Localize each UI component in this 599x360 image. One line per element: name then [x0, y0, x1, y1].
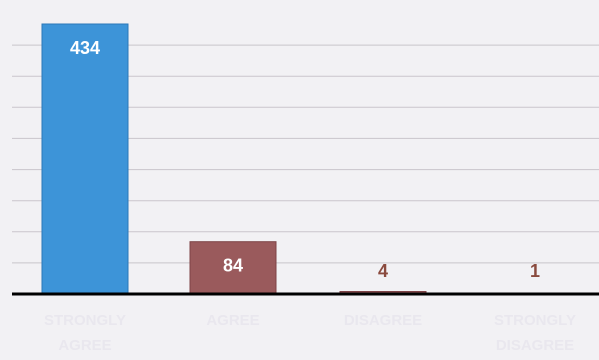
category-label-line: DISAGREE: [344, 312, 422, 329]
category-labels: STRONGLY AGREE AGREE DISAGREE STRONGLY DISAGR…: [44, 312, 576, 354]
category-label-line: DISAGREE: [496, 337, 574, 354]
category-label: STRONGLY AGREE: [44, 312, 126, 354]
category-label-line: STRONGLY: [494, 312, 576, 329]
category-label-line: AGREE: [206, 312, 259, 329]
bar: [189, 241, 277, 295]
category-label-line: STRONGLY: [44, 312, 126, 329]
data-label: 4: [378, 261, 388, 281]
value-labels: 434 84 4 1: [70, 38, 540, 281]
data-label: 1: [530, 261, 540, 281]
category-label: STRONGLY DISAGREE: [494, 312, 576, 354]
category-label: DISAGREE: [344, 312, 422, 329]
data-label: 434: [70, 38, 100, 58]
bar: [41, 23, 129, 295]
data-label: 84: [223, 256, 243, 276]
category-label-line: AGREE: [58, 337, 111, 354]
category-label: AGREE: [206, 312, 259, 329]
